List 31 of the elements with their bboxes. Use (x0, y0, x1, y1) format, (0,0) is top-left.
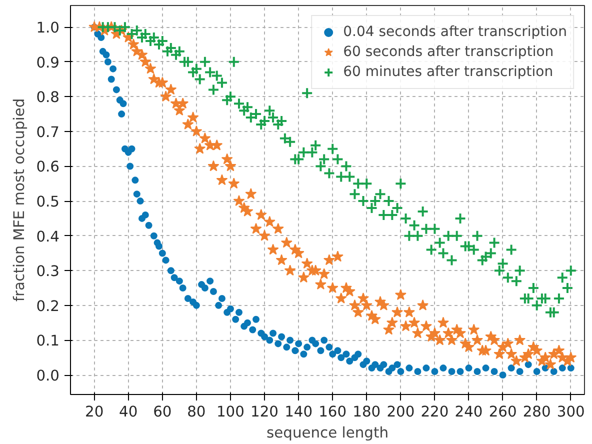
y-tick-label: 0.0 (36, 368, 60, 385)
y-tick-label: 0.6 (36, 158, 60, 176)
x-tick-label: 60 (153, 404, 172, 420)
x-tick-label: 80 (187, 404, 206, 420)
y-tick-label: 0.7 (36, 124, 60, 141)
x-tick-label: 160 (318, 404, 347, 420)
x-tick-label: 40 (119, 404, 138, 420)
x-tick-label: 220 (420, 404, 449, 420)
y-tick-label: 0.4 (36, 228, 60, 246)
legend-label: 60 minutes after transcription (343, 64, 554, 80)
x-tick-label: 300 (556, 404, 585, 420)
x-tick-label: 280 (522, 404, 551, 420)
y-tick-label: 0.3 (36, 263, 60, 280)
x-tick-label: 180 (352, 404, 381, 420)
y-axis-title: fraction MFE most occupied (11, 98, 28, 302)
legend-label: 0.04 seconds after transcription (343, 24, 567, 40)
x-tick-label: 240 (454, 404, 483, 420)
x-tick-label: 140 (284, 404, 313, 420)
x-tick-label: 100 (216, 404, 244, 420)
x-tick-label: 260 (488, 404, 517, 420)
x-tick-label: 20 (85, 404, 104, 420)
legend-label: 60 seconds after transcription (343, 44, 554, 60)
x-tick-label: 200 (386, 404, 415, 420)
y-tick-label: 0.5 (36, 194, 60, 211)
y-tick-label: 0.8 (36, 89, 60, 106)
y-tick-label: 0.9 (36, 54, 60, 72)
y-tick-label: 0.2 (36, 298, 60, 315)
x-tick-label: 120 (250, 404, 279, 420)
x-axis-title: sequence length (266, 424, 389, 442)
y-tick-label: 0.1 (36, 332, 60, 350)
y-tick-label: 1.0 (36, 20, 60, 37)
